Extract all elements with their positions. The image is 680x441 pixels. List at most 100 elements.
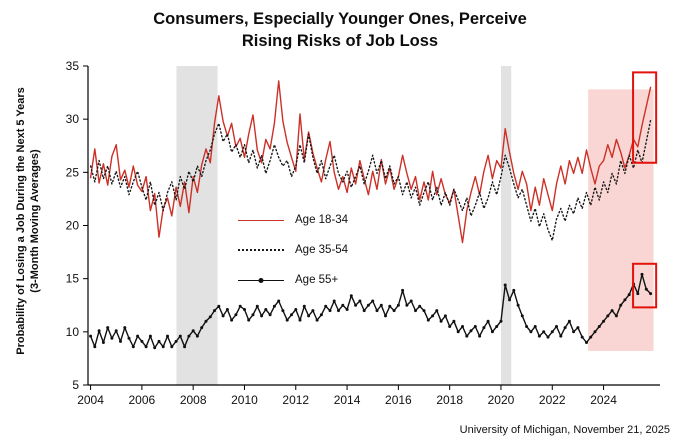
series-marker-age-55-plus — [572, 330, 576, 334]
series-marker-age-55-plus — [529, 330, 533, 334]
series-marker-age-55-plus — [264, 308, 268, 311]
series-marker-age-55-plus — [546, 335, 550, 339]
legend: Age 18-34 Age 35-54 Age 55+ — [238, 213, 348, 287]
series-marker-age-55-plus — [354, 303, 358, 307]
series-marker-age-55-plus — [170, 345, 174, 349]
series-marker-age-55-plus — [405, 303, 409, 307]
series-marker-age-55-plus — [414, 309, 417, 313]
series-marker-age-55-plus — [384, 314, 387, 318]
y-tick-label: 20 — [66, 219, 80, 233]
series-marker-age-55-plus — [542, 330, 546, 334]
legend-line-sample-55-plus — [238, 279, 284, 281]
series-marker-age-55-plus — [486, 319, 490, 323]
series-marker-age-55-plus — [593, 330, 597, 334]
series-marker-age-55-plus — [478, 334, 482, 338]
series-marker-age-55-plus — [191, 329, 195, 333]
y-tick-label: 15 — [66, 272, 80, 286]
series-marker-age-55-plus — [443, 314, 447, 318]
series-marker-age-55-plus — [174, 339, 178, 343]
series-marker-age-55-plus — [349, 294, 353, 298]
series-marker-age-55-plus — [465, 334, 469, 338]
y-tick-label: 30 — [66, 112, 80, 126]
series-marker-age-55-plus — [585, 341, 588, 344]
legend-item-age-18-34: Age 18-34 — [238, 213, 348, 227]
series-marker-age-55-plus — [533, 325, 537, 328]
series-marker-age-55-plus — [525, 325, 529, 328]
series-marker-age-55-plus — [89, 334, 93, 338]
series-marker-age-55-plus — [610, 309, 614, 313]
series-marker-age-55-plus — [332, 299, 336, 303]
x-tick-label: 2024 — [590, 393, 617, 407]
series-marker-age-55-plus — [614, 314, 618, 318]
series-marker-age-55-plus — [559, 334, 563, 338]
series-marker-age-55-plus — [281, 309, 285, 313]
series-line-age-55-plus — [89, 273, 652, 349]
y-tick-label: 5 — [72, 378, 79, 392]
x-tick-label: 2012 — [282, 393, 309, 407]
series-marker-age-55-plus — [636, 292, 640, 296]
callout-box — [632, 71, 658, 164]
x-tick-label: 2010 — [231, 393, 258, 407]
legend-label-35-54: Age 35-54 — [295, 244, 349, 256]
series-marker-age-55-plus — [482, 326, 486, 330]
series-marker-age-55-plus — [131, 345, 135, 349]
series-marker-age-55-plus — [422, 309, 426, 313]
series-marker-age-55-plus — [119, 339, 122, 343]
x-tick-label: 2022 — [539, 393, 566, 407]
series-marker-age-55-plus — [537, 334, 541, 338]
series-marker-age-55-plus — [255, 304, 259, 308]
series-marker-age-55-plus — [144, 345, 148, 349]
series-marker-age-55-plus — [114, 329, 118, 333]
series-marker-age-55-plus — [555, 325, 558, 328]
chart-title-line2: Rising Risks of Job Loss — [241, 32, 439, 51]
series-marker-age-55-plus — [148, 334, 152, 338]
series-marker-age-55-plus — [123, 326, 127, 330]
series-marker-age-55-plus — [285, 318, 289, 322]
series-marker-age-55-plus — [520, 314, 524, 318]
series-marker-age-55-plus — [448, 325, 452, 328]
series-marker-age-55-plus — [439, 319, 443, 323]
x-tick-label: 2006 — [129, 393, 156, 407]
y-tick-label: 10 — [66, 325, 80, 339]
series-marker-age-55-plus — [195, 334, 199, 338]
legend-label-55-plus: Age 55+ — [295, 274, 339, 286]
series-marker-age-55-plus — [456, 330, 460, 334]
series-marker-age-55-plus — [597, 325, 601, 328]
highlight-region — [588, 89, 654, 351]
series-marker-age-55-plus — [319, 313, 323, 317]
series-marker-age-55-plus — [580, 335, 584, 339]
series-marker-age-55-plus — [401, 288, 405, 292]
legend-line-sample-18-34 — [238, 219, 284, 221]
series-marker-age-55-plus — [213, 309, 216, 313]
series-marker-age-55-plus — [290, 313, 293, 317]
series-marker-age-55-plus — [204, 319, 208, 323]
series-marker-age-55-plus — [396, 303, 400, 307]
series-marker-age-55-plus — [157, 339, 161, 343]
recession-band — [176, 66, 218, 385]
series-line-age-18-34 — [89, 80, 652, 244]
series-marker-age-55-plus — [375, 309, 379, 313]
series-marker-age-55-plus — [238, 304, 242, 308]
series-marker-age-55-plus — [341, 303, 345, 307]
callout-box — [632, 262, 658, 309]
series-marker-age-55-plus — [243, 308, 246, 311]
series-marker-age-55-plus — [623, 298, 627, 302]
series-marker-age-55-plus — [550, 330, 554, 334]
series-marker-age-55-plus — [418, 304, 422, 308]
series-marker-age-55-plus — [469, 329, 473, 333]
series-marker-age-55-plus — [602, 319, 606, 323]
series-marker-age-55-plus — [388, 304, 392, 308]
series-marker-age-55-plus — [268, 313, 272, 317]
series-marker-age-55-plus — [371, 299, 375, 303]
series-marker-age-55-plus — [431, 314, 435, 318]
series-marker-age-55-plus — [234, 313, 238, 317]
x-tick-label: 2008 — [180, 393, 207, 407]
series-marker-age-55-plus — [644, 287, 648, 291]
series-marker-age-55-plus — [225, 308, 229, 311]
series-marker-age-55-plus — [337, 309, 340, 313]
series-marker-age-55-plus — [187, 334, 191, 338]
series-marker-age-55-plus — [392, 309, 396, 313]
chart-title: Consumers, Especially Younger Ones, Perc… — [0, 8, 680, 53]
series-marker-age-55-plus — [362, 309, 366, 313]
